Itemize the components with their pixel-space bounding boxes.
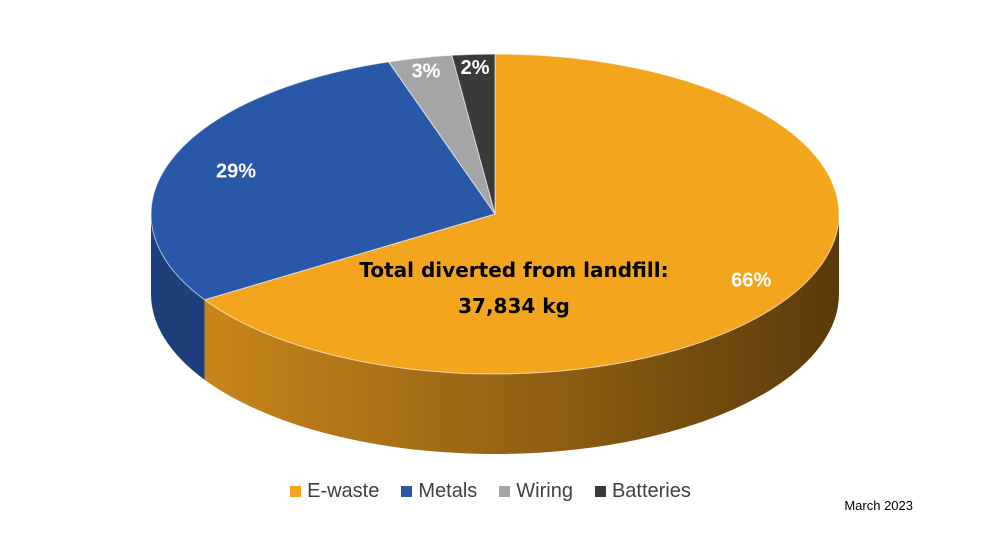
legend-item-wiring: Wiring — [499, 480, 573, 503]
date-note: March 2023 — [844, 498, 913, 513]
legend-swatch-e-waste — [290, 486, 302, 497]
legend-label-batteries: Batteries — [611, 480, 691, 502]
legend: E-waste Metals Wiring Batteries — [0, 480, 981, 503]
legend-item-batteries: Batteries — [594, 480, 691, 503]
data-label-e-waste: 66% — [731, 270, 771, 292]
legend-item-metals: Metals — [401, 480, 477, 503]
legend-swatch-batteries — [594, 486, 606, 497]
legend-label-metals: Metals — [418, 480, 478, 502]
data-label-batteries: 2% — [461, 57, 490, 79]
center-text-line2: 37,834 kg — [458, 294, 570, 318]
center-text-line1: Total diverted from landfill: — [359, 258, 668, 282]
legend-item-e-waste: E-waste — [290, 480, 379, 503]
data-label-wiring: 3% — [412, 60, 441, 82]
pie-side-e-waste — [204, 214, 839, 455]
data-label-metals: 29% — [216, 161, 256, 183]
pie-side-metals — [151, 214, 205, 380]
legend-label-wiring: Wiring — [516, 480, 573, 502]
legend-swatch-metals — [401, 486, 413, 497]
legend-swatch-wiring — [499, 486, 511, 497]
pie-slice-e-waste — [203, 53, 840, 375]
legend-label-e-waste: E-waste — [307, 480, 380, 502]
pie-slice-metals — [150, 61, 496, 301]
pie-slice-batteries — [451, 53, 496, 215]
